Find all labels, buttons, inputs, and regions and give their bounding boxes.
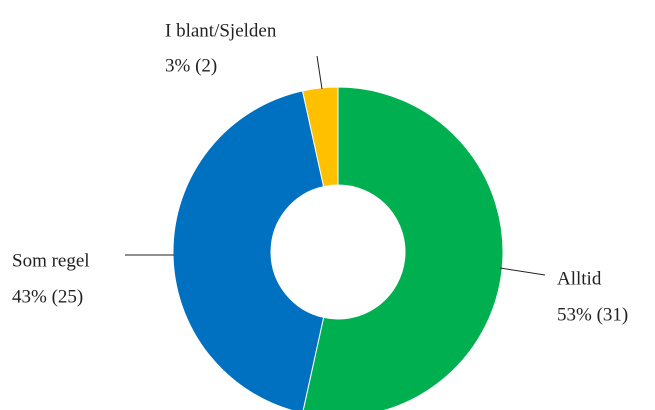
category-label: Som regel [12, 250, 90, 271]
category-label: Alltid [557, 268, 602, 289]
value-label: 3% (2) [165, 55, 217, 76]
donut-slice [172, 90, 325, 410]
value-label: 43% (25) [12, 286, 83, 307]
value-label: 53% (31) [557, 304, 628, 325]
donut-slice [301, 86, 339, 188]
category-label: I blant/Sjelden [165, 20, 277, 41]
leader-line [499, 267, 546, 276]
donut [172, 86, 504, 410]
donut-slice [302, 86, 504, 410]
leader-line [316, 55, 323, 90]
